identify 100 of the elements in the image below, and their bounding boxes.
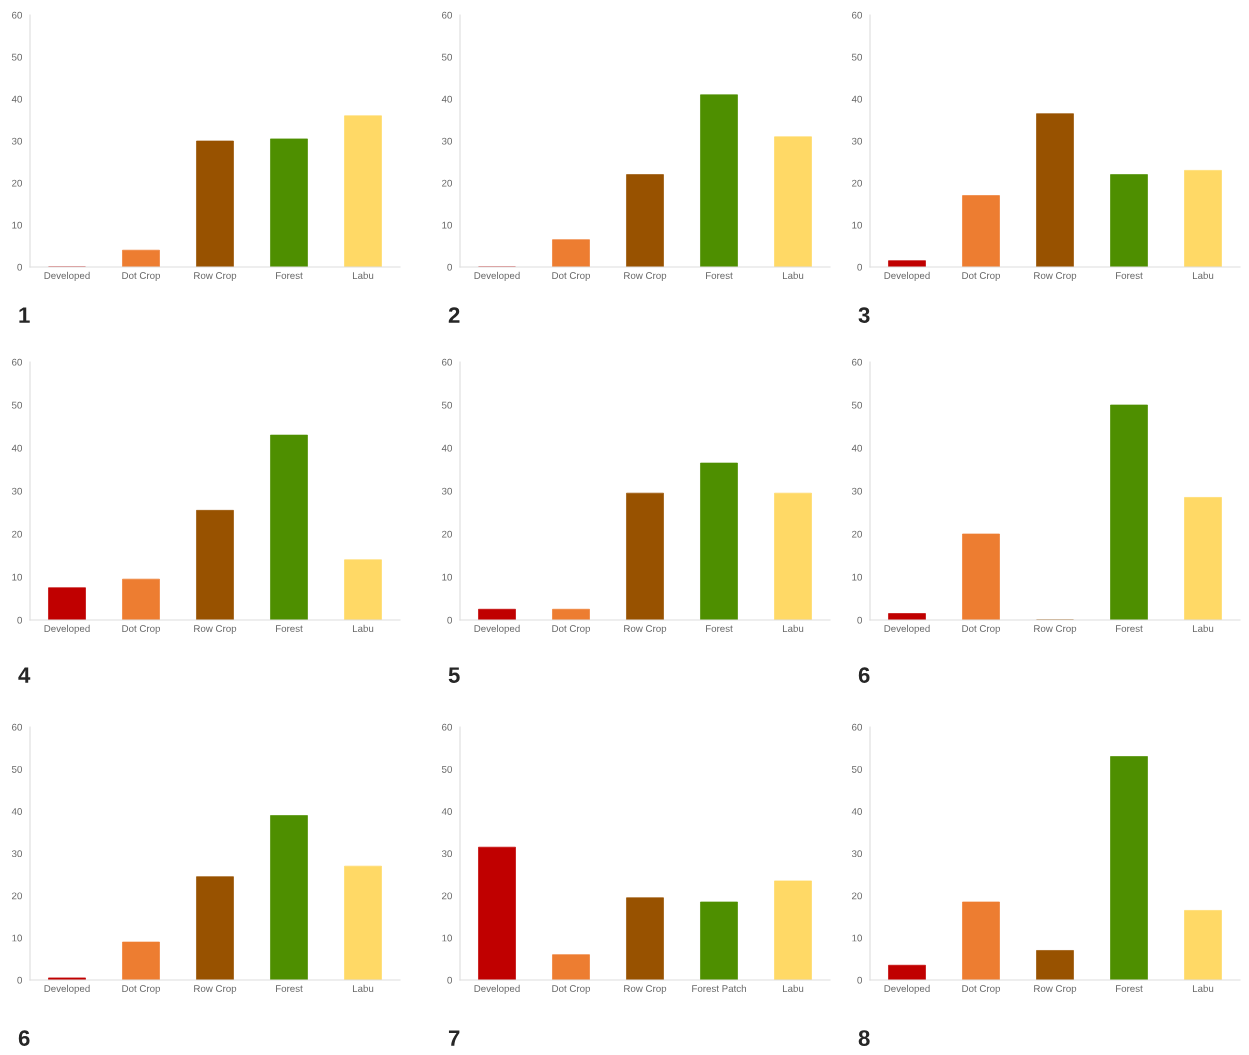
y-tick-label: 30 bbox=[441, 487, 452, 495]
y-tick-label: 60 bbox=[12, 358, 22, 366]
bar bbox=[270, 138, 308, 267]
y-tick-label: 50 bbox=[11, 53, 22, 61]
y-tick-label: 40 bbox=[441, 95, 452, 103]
y-tick-label: 60 bbox=[12, 11, 22, 19]
bar bbox=[626, 174, 664, 267]
x-tick-label: Row Crop bbox=[624, 272, 667, 281]
y-tick-label: 30 bbox=[441, 850, 452, 858]
y-tick-label: 30 bbox=[441, 137, 452, 145]
y-tick-label: 0 bbox=[857, 976, 862, 984]
x-tick-label: Labu bbox=[352, 624, 374, 632]
bar bbox=[344, 559, 382, 620]
bar bbox=[478, 608, 516, 620]
y-tick-label: 40 bbox=[11, 444, 22, 452]
y-tick-label: 0 bbox=[447, 976, 452, 984]
y-tick-label: 40 bbox=[11, 95, 22, 103]
y-tick-label: 50 bbox=[441, 401, 452, 409]
y-tick-label: 10 bbox=[442, 934, 452, 942]
y-tick-label: 60 bbox=[442, 723, 452, 731]
bar bbox=[196, 140, 234, 267]
bar bbox=[774, 880, 812, 980]
bar bbox=[1036, 950, 1074, 980]
y-tick-label: 10 bbox=[12, 934, 22, 942]
bar bbox=[700, 901, 738, 980]
y-tick-label: 50 bbox=[11, 765, 22, 773]
y-tick-label: 40 bbox=[851, 95, 862, 103]
bar bbox=[1110, 174, 1148, 267]
y-tick-label: 30 bbox=[11, 137, 22, 145]
x-tick-label: Dot Crop bbox=[962, 272, 1001, 281]
bar bbox=[774, 136, 812, 267]
x-tick-label: Developed bbox=[884, 984, 930, 994]
bar bbox=[122, 249, 160, 267]
bar bbox=[552, 954, 590, 980]
x-tick-label: Forest bbox=[276, 272, 303, 279]
text: 1 bbox=[19, 307, 30, 323]
y-tick-label: 60 bbox=[12, 723, 22, 731]
text: 8 bbox=[858, 1030, 870, 1046]
bar bbox=[122, 941, 160, 980]
y-tick-label: 10 bbox=[852, 934, 862, 942]
x-tick-label: Labu bbox=[782, 271, 804, 279]
x-tick-label: Row Crop bbox=[1034, 985, 1077, 994]
y-tick-label: 50 bbox=[441, 53, 452, 61]
bar bbox=[774, 492, 812, 620]
bar bbox=[478, 846, 516, 980]
x-tick-label: Developed bbox=[474, 984, 520, 994]
y-tick-label: 20 bbox=[852, 892, 862, 900]
x-tick-label: Dot Crop bbox=[552, 272, 591, 281]
bar bbox=[700, 94, 738, 267]
y-tick-label: 50 bbox=[441, 765, 452, 773]
y-tick-label: 50 bbox=[851, 401, 862, 409]
x-tick-label: Row Crop bbox=[1034, 272, 1077, 281]
y-tick-label: 0 bbox=[857, 616, 862, 624]
y-tick-label: 10 bbox=[12, 573, 22, 581]
y-tick-label: 20 bbox=[12, 530, 22, 538]
y-tick-label: 20 bbox=[852, 530, 862, 538]
x-tick-label: Labu bbox=[782, 984, 804, 992]
y-tick-label: 20 bbox=[442, 179, 452, 187]
x-tick-label: Labu bbox=[1192, 271, 1214, 279]
bar bbox=[344, 115, 382, 267]
x-tick-label: Row Crop bbox=[624, 625, 667, 634]
y-tick-label: 20 bbox=[852, 179, 862, 187]
bar bbox=[48, 587, 86, 620]
x-tick-label: Dot Crop bbox=[962, 625, 1001, 634]
x-tick-label: Forest bbox=[1116, 272, 1143, 279]
bar bbox=[962, 533, 1000, 620]
x-tick-label: Developed bbox=[44, 984, 90, 994]
y-tick-label: 30 bbox=[851, 850, 862, 858]
text: 5 bbox=[448, 667, 460, 683]
x-tick-label: Dot Crop bbox=[552, 985, 591, 994]
bar bbox=[552, 239, 590, 267]
bar bbox=[196, 876, 234, 980]
y-tick-label: 50 bbox=[11, 401, 22, 409]
x-tick-label: Developed bbox=[884, 624, 930, 634]
x-tick-label: Forest bbox=[276, 625, 303, 632]
x-tick-label: Dot Crop bbox=[552, 625, 591, 634]
bar bbox=[344, 865, 382, 980]
bar bbox=[626, 492, 664, 620]
y-tick-label: 10 bbox=[852, 573, 862, 581]
y-tick-label: 20 bbox=[442, 530, 452, 538]
bar bbox=[962, 195, 1000, 267]
x-tick-label: Developed bbox=[474, 271, 520, 281]
y-tick-label: 40 bbox=[441, 444, 452, 452]
bar bbox=[270, 434, 308, 620]
y-tick-label: 60 bbox=[442, 358, 452, 366]
y-tick-label: 50 bbox=[851, 53, 862, 61]
y-tick-label: 0 bbox=[447, 263, 452, 271]
text: 6 bbox=[858, 667, 870, 683]
x-tick-label: Developed bbox=[44, 624, 90, 634]
x-tick-label: Developed bbox=[884, 271, 930, 281]
x-tick-label: Forest Patch bbox=[692, 984, 746, 992]
x-tick-label: Labu bbox=[1192, 984, 1214, 992]
x-tick-label: Labu bbox=[782, 624, 804, 632]
x-tick-label: Developed bbox=[44, 271, 90, 281]
y-tick-label: 0 bbox=[447, 616, 452, 624]
y-tick-label: 20 bbox=[12, 892, 22, 900]
bar bbox=[122, 578, 160, 620]
x-tick-label: Row Crop bbox=[194, 985, 237, 994]
y-tick-label: 0 bbox=[857, 263, 862, 271]
y-tick-label: 30 bbox=[11, 850, 22, 858]
